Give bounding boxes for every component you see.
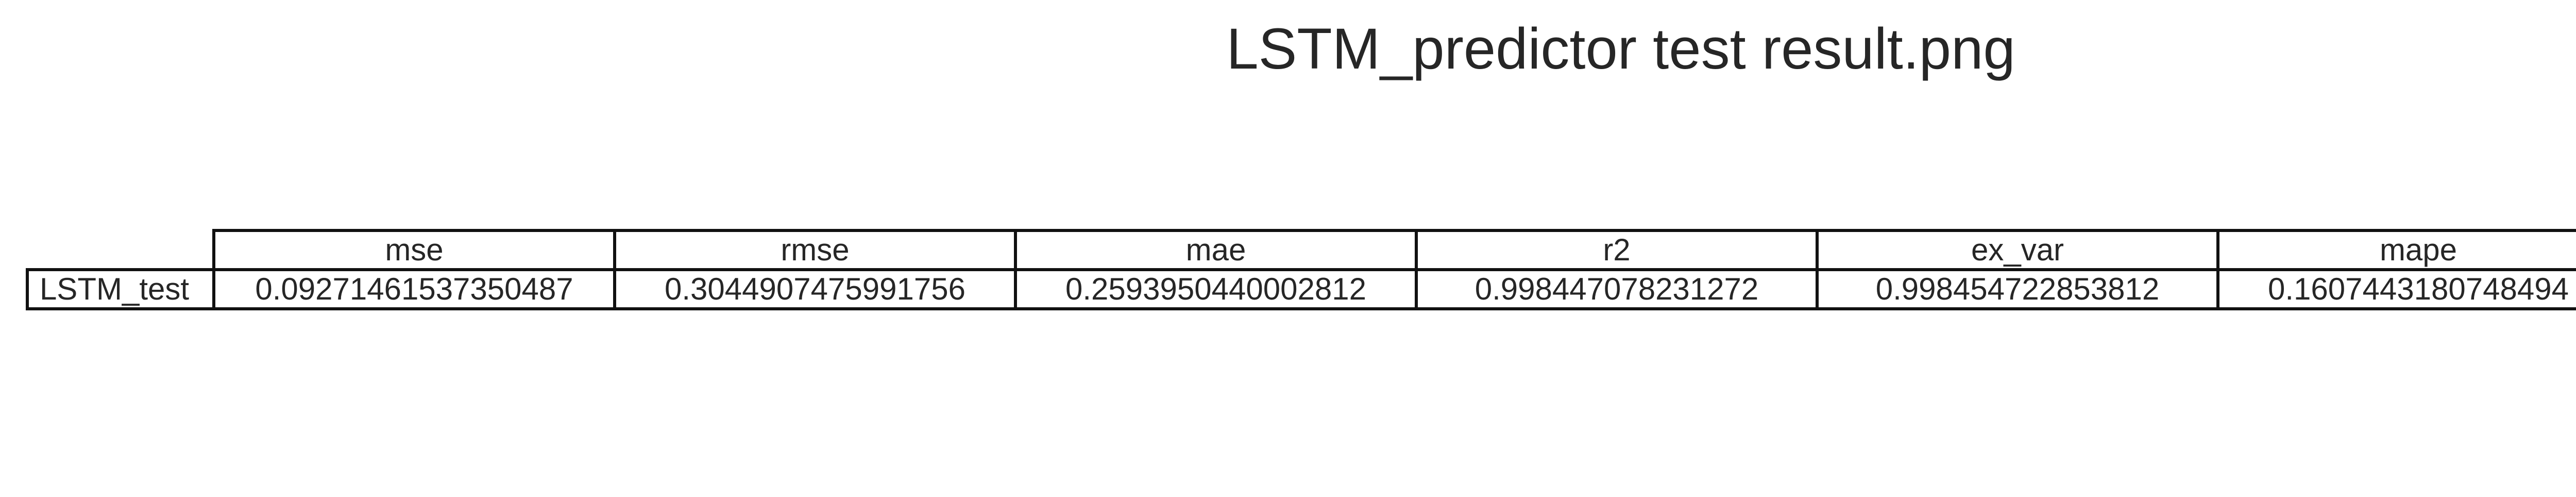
- table-header-row: mse rmse mae r2 ex_var mape: [27, 229, 2576, 271]
- cell-mape: 0.1607443180748494: [2216, 268, 2576, 310]
- column-header-mse: mse: [212, 229, 616, 271]
- results-table: mse rmse mae r2 ex_var mape LSTM_test 0.…: [26, 229, 2576, 310]
- row-label-lstm-test: LSTM_test: [26, 268, 215, 310]
- column-header-ex-var: ex_var: [1816, 229, 2219, 271]
- cell-r2: 0.998447078231272: [1415, 268, 1819, 310]
- table-row: LSTM_test 0.09271461537350487 0.30449074…: [26, 268, 2576, 310]
- results-table-container: mse rmse mae r2 ex_var mape LSTM_test 0.…: [26, 229, 2576, 310]
- table-corner-cell: [27, 230, 214, 270]
- column-header-mape: mape: [2216, 229, 2576, 271]
- chart-title: LSTM_predictor test result.png: [1226, 16, 2015, 81]
- cell-rmse: 0.3044907475991756: [613, 268, 1017, 310]
- column-header-mae: mae: [1014, 229, 1418, 271]
- cell-mse: 0.09271461537350487: [212, 268, 616, 310]
- column-header-rmse: rmse: [613, 229, 1017, 271]
- column-header-r2: r2: [1415, 229, 1819, 271]
- cell-ex-var: 0.998454722853812: [1816, 268, 2219, 310]
- cell-mae: 0.2593950440002812: [1014, 268, 1418, 310]
